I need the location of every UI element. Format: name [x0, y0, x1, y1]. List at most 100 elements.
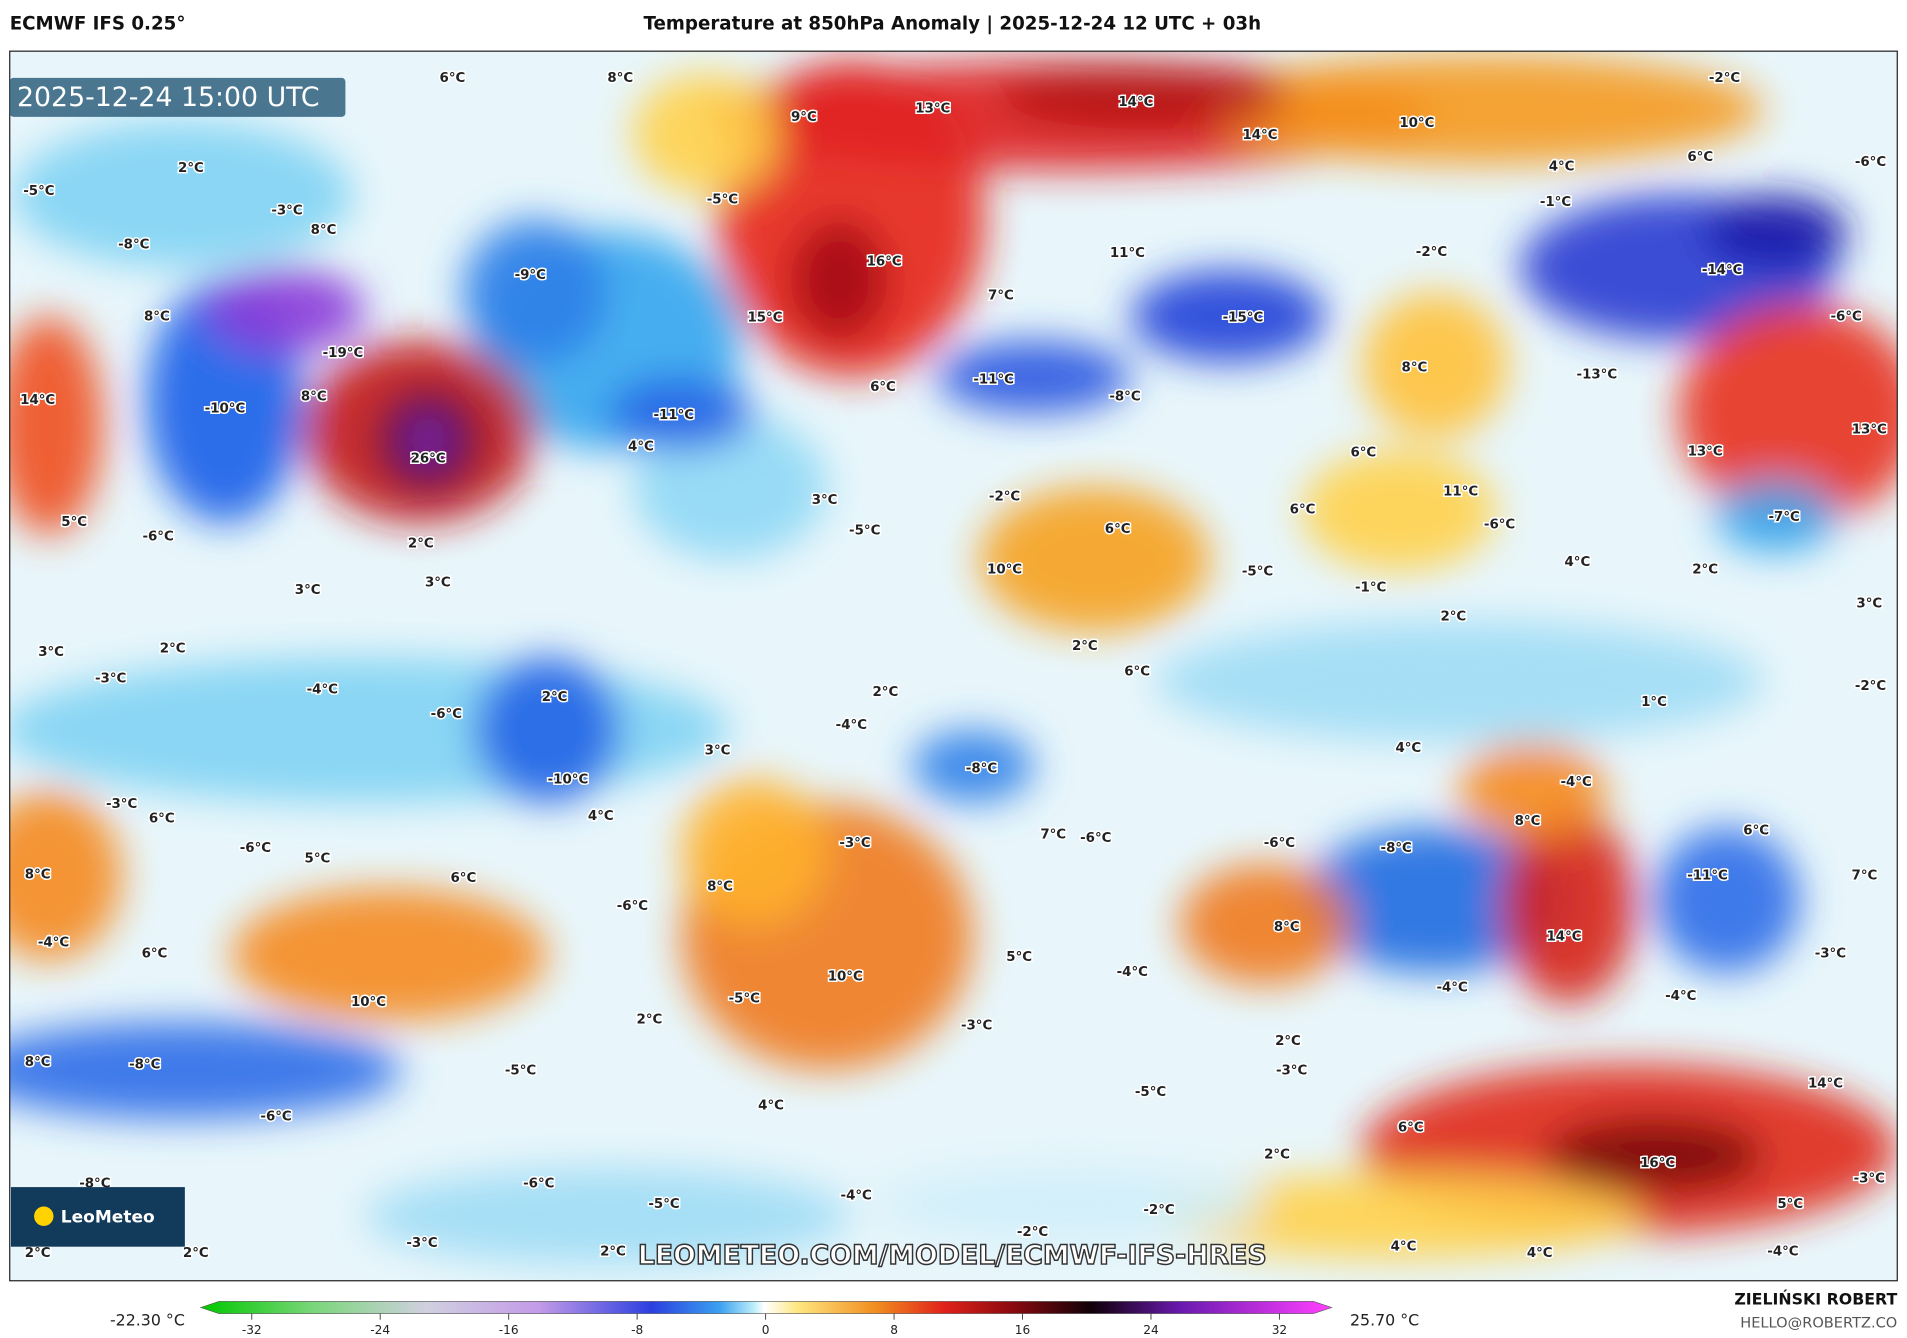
- anomaly-patch: [1301, 827, 1569, 974]
- contour-label: 6°C: [1124, 664, 1150, 679]
- contour-label: 4°C: [758, 1099, 784, 1114]
- contour-label: -3°C: [106, 797, 137, 812]
- anomaly-patch: [9, 790, 122, 961]
- contour-label: 26°C: [411, 452, 446, 467]
- contour-label: 4°C: [1549, 160, 1575, 175]
- anomaly-patch: [406, 416, 450, 465]
- contour-label: 2°C: [873, 685, 899, 700]
- colorbar-tick-label: 8: [890, 1323, 898, 1337]
- contour-label: -2°C: [1855, 679, 1886, 694]
- contour-label: 6°C: [1398, 1121, 1424, 1136]
- contour-label: 13°C: [1688, 444, 1723, 459]
- contour-label: -6°C: [1855, 155, 1886, 170]
- contour-label: 5°C: [305, 852, 331, 867]
- contour-label: -2°C: [1709, 71, 1740, 86]
- contour-label: 4°C: [1565, 555, 1591, 570]
- anomaly-patch: [936, 340, 1132, 414]
- colorbar-tick-label: -16: [499, 1323, 519, 1337]
- contour-label: 11°C: [1443, 484, 1478, 499]
- contour-label: -15°C: [1223, 311, 1264, 326]
- contour-label: -5°C: [648, 1197, 679, 1212]
- contour-label: -2°C: [989, 489, 1020, 504]
- contour-label: -6°C: [1264, 836, 1295, 851]
- contour-label: 2°C: [1275, 1034, 1301, 1049]
- colorbar-tick-label: -32: [242, 1323, 262, 1337]
- contour-label: 8°C: [1515, 814, 1541, 829]
- map-frame: [9, 50, 1898, 1282]
- contour-label: -4°C: [1767, 1245, 1798, 1260]
- anomaly-patch: [12, 121, 353, 268]
- map-area: 6°C 8°C -2°C 9°C 13°C 14°C 10°C 14°C 2°C -5°C -5°C…: [9, 51, 1898, 1281]
- contour-label: -1°C: [1355, 581, 1386, 596]
- contour-label: 2°C: [183, 1246, 209, 1261]
- contour-label: 5°C: [1777, 1197, 1803, 1212]
- anomaly-patch: [1204, 54, 1764, 165]
- contour-label: -4°C: [836, 718, 867, 733]
- contour-label: 6°C: [1350, 446, 1376, 461]
- contour-label: -10°C: [548, 773, 589, 788]
- contour-label: 8°C: [1402, 360, 1428, 375]
- contour-label: 8°C: [301, 390, 327, 405]
- contour-label: -8°C: [129, 1057, 160, 1072]
- anomaly-patch: [1678, 304, 1898, 524]
- colorbar-tick-label: 16: [1015, 1323, 1030, 1337]
- contour-label: -5°C: [849, 523, 880, 538]
- contour-label: -5°C: [1135, 1085, 1166, 1100]
- anomaly-patch: [875, 1167, 1265, 1241]
- contour-label: -4°C: [841, 1189, 872, 1204]
- contour-label: 16°C: [867, 255, 902, 270]
- contour-label: -10°C: [205, 402, 246, 417]
- contour-label: -5°C: [1242, 565, 1273, 580]
- anomaly-patch: [462, 219, 609, 365]
- contour-label: 3°C: [1856, 596, 1882, 611]
- contour-label: -7°C: [1768, 510, 1799, 525]
- contour-label: -3°C: [271, 203, 302, 218]
- contour-label: 13°C: [1852, 422, 1887, 437]
- contour-label: 3°C: [812, 493, 838, 508]
- anomaly-patch: [231, 887, 548, 1022]
- contour-label: 2°C: [160, 641, 186, 656]
- contour-label: 6°C: [1687, 150, 1713, 165]
- contour-label: 9°C: [791, 110, 817, 125]
- contour-label: 7°C: [1852, 869, 1878, 884]
- contour-label: -9°C: [515, 268, 546, 283]
- contour-label: -8°C: [966, 762, 997, 777]
- contour-label: -8°C: [118, 238, 149, 253]
- contour-label: 14°C: [1808, 1077, 1843, 1092]
- contour-label: 6°C: [440, 71, 466, 86]
- contour-label: 6°C: [870, 380, 896, 395]
- contour-label: 6°C: [149, 812, 175, 827]
- contour-label: -1°C: [1540, 195, 1571, 210]
- logo-text: LeoMeteo: [61, 1208, 155, 1228]
- contour-label: 4°C: [1391, 1240, 1417, 1255]
- contour-label: 2°C: [542, 690, 568, 705]
- contour-label: -2°C: [1416, 245, 1447, 260]
- contour-label: -4°C: [1665, 989, 1696, 1004]
- colorbar-tick-label: 0: [762, 1323, 770, 1337]
- contour-label: -3°C: [95, 672, 126, 687]
- contour-label: 8°C: [1274, 920, 1300, 935]
- contour-label: -4°C: [307, 683, 338, 698]
- contour-label: -5°C: [707, 193, 738, 208]
- contour-label: 3°C: [295, 583, 321, 598]
- contour-label: 2°C: [178, 161, 204, 176]
- anomaly-patch: [1179, 863, 1350, 986]
- contour-label: -8°C: [1109, 390, 1140, 405]
- contour-label: 2°C: [1072, 639, 1098, 654]
- anomaly-patch: [1714, 480, 1837, 554]
- anomaly-patch: [1301, 450, 1496, 572]
- contour-label: 2°C: [25, 1246, 51, 1261]
- contour-labels: 6°C 8°C -2°C 9°C 13°C 14°C 10°C 14°C 2°C -5°C -5°C…: [19, 69, 1889, 1262]
- contour-label: 10°C: [1399, 116, 1434, 131]
- contour-label: 1°C: [1641, 695, 1667, 710]
- anomaly-patch: [790, 219, 888, 341]
- anomaly-patch: [9, 316, 104, 536]
- contour-label: 5°C: [1006, 950, 1032, 965]
- contour-label: -4°C: [1117, 965, 1148, 980]
- anomaly-patch: [364, 1167, 852, 1265]
- contour-label: 4°C: [1395, 741, 1421, 756]
- contour-label: -11°C: [973, 373, 1014, 388]
- contour-label: -6°C: [260, 1110, 291, 1125]
- contour-label: -4°C: [1436, 981, 1467, 996]
